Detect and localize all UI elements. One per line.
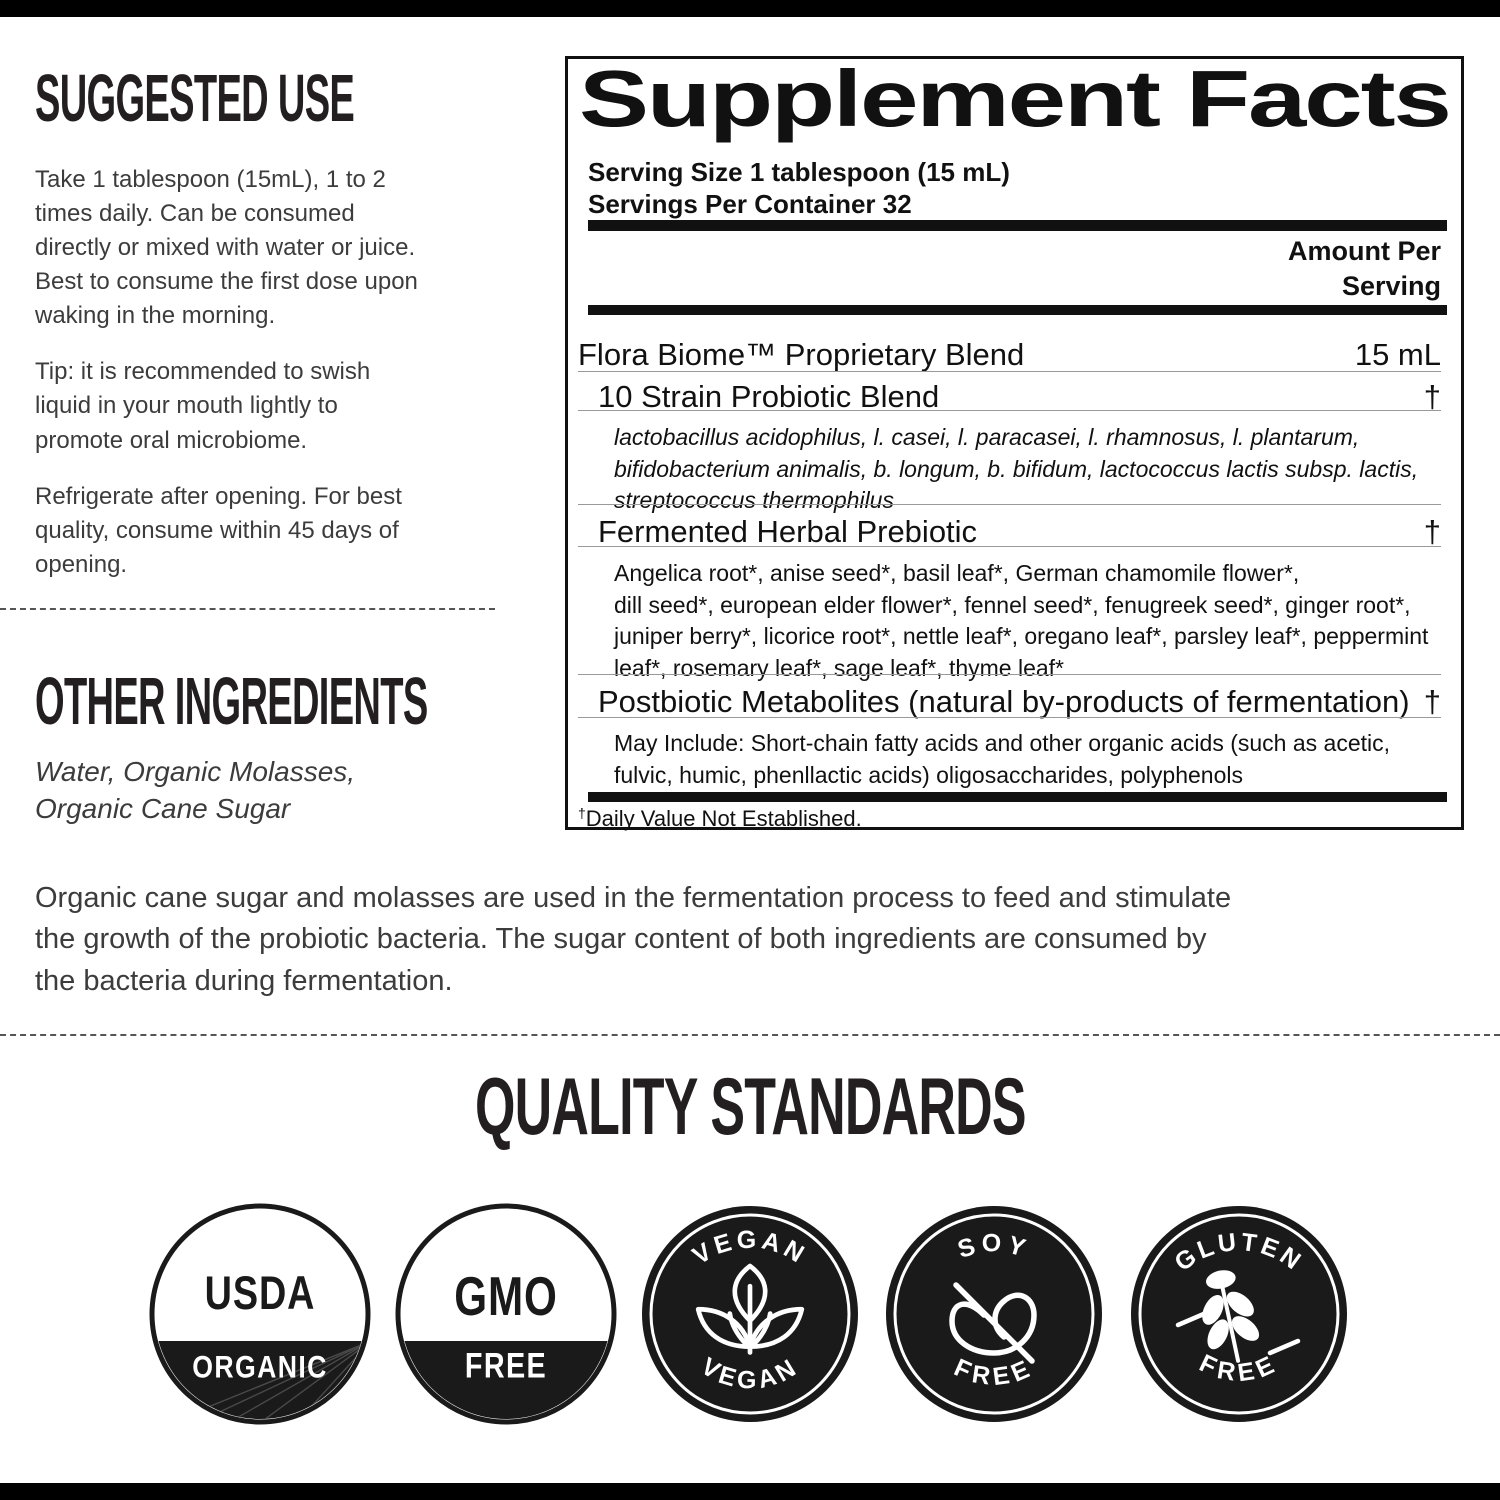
svg-text:GMO: GMO: [454, 1267, 557, 1327]
svg-text:USDA: USDA: [205, 1267, 316, 1320]
svg-text:ORGANIC: ORGANIC: [192, 1349, 328, 1385]
svg-text:FREE: FREE: [465, 1346, 547, 1385]
